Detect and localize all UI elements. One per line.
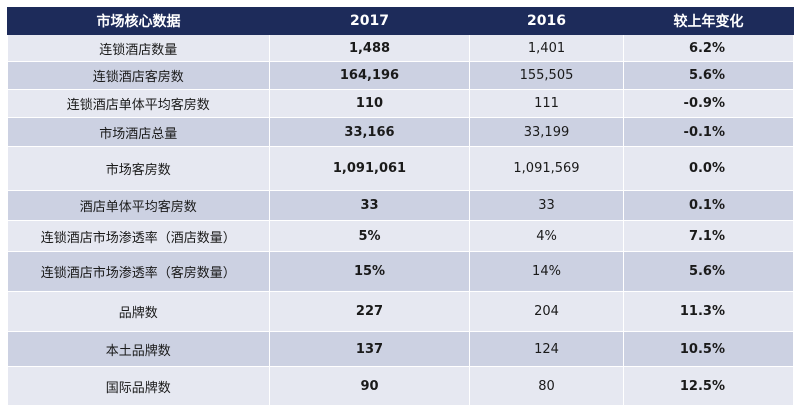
- change-cell: -0.9%: [623, 89, 794, 118]
- table-row: 连锁酒店单体平均客房数 110 111 -0.9%: [7, 89, 794, 118]
- change-cell: 6.2%: [623, 34, 794, 62]
- metric-cell: 市场酒店总量: [7, 117, 270, 147]
- table-row: 品牌数 227 204 11.3%: [7, 291, 794, 332]
- table-body: 连锁酒店数量 1,488 1,401 6.2% 连锁酒店客房数 164,196 …: [7, 34, 794, 406]
- market-core-data-table: 市场核心数据 2017 2016 较上年变化 连锁酒店数量 1,488 1,40…: [7, 7, 794, 406]
- value-2017-cell: 33,166: [269, 117, 470, 147]
- table-row: 连锁酒店客房数 164,196 155,505 5.6%: [7, 61, 794, 90]
- value-2016-cell: 1,401: [469, 34, 624, 62]
- change-cell: 5.6%: [623, 251, 794, 292]
- metric-cell: 连锁酒店市场渗透率（客房数量）: [7, 251, 270, 292]
- header-change: 较上年变化: [623, 7, 794, 35]
- value-2016-cell: 14%: [469, 251, 624, 292]
- table-row: 酒店单体平均客房数 33 33 0.1%: [7, 190, 794, 221]
- table-row: 连锁酒店数量 1,488 1,401 6.2%: [7, 34, 794, 62]
- value-2016-cell: 1,091,569: [469, 146, 624, 191]
- header-metric: 市场核心数据: [7, 7, 270, 35]
- market-data-table-container: 市场核心数据 2017 2016 较上年变化 连锁酒店数量 1,488 1,40…: [7, 7, 794, 406]
- change-cell: 12.5%: [623, 366, 794, 406]
- value-2017-cell: 5%: [269, 220, 470, 252]
- table-row: 市场客房数 1,091,061 1,091,569 0.0%: [7, 146, 794, 191]
- change-cell: 10.5%: [623, 331, 794, 367]
- table-row: 国际品牌数 90 80 12.5%: [7, 366, 794, 406]
- value-2017-cell: 15%: [269, 251, 470, 292]
- value-2016-cell: 33: [469, 190, 624, 221]
- change-cell: 5.6%: [623, 61, 794, 90]
- metric-cell: 连锁酒店客房数: [7, 61, 270, 90]
- header-row: 市场核心数据 2017 2016 较上年变化: [7, 7, 794, 35]
- value-2017-cell: 164,196: [269, 61, 470, 90]
- header-2017: 2017: [269, 7, 470, 35]
- value-2016-cell: 4%: [469, 220, 624, 252]
- table-row: 本土品牌数 137 124 10.5%: [7, 331, 794, 367]
- metric-cell: 市场客房数: [7, 146, 270, 191]
- value-2017-cell: 90: [269, 366, 470, 406]
- metric-cell: 酒店单体平均客房数: [7, 190, 270, 221]
- value-2016-cell: 155,505: [469, 61, 624, 90]
- value-2016-cell: 80: [469, 366, 624, 406]
- value-2017-cell: 1,488: [269, 34, 470, 62]
- metric-cell: 国际品牌数: [7, 366, 270, 406]
- value-2016-cell: 204: [469, 291, 624, 332]
- value-2017-cell: 137: [269, 331, 470, 367]
- table-row: 连锁酒店市场渗透率（酒店数量） 5% 4% 7.1%: [7, 220, 794, 252]
- change-cell: -0.1%: [623, 117, 794, 147]
- value-2017-cell: 1,091,061: [269, 146, 470, 191]
- change-cell: 7.1%: [623, 220, 794, 252]
- change-cell: 0.0%: [623, 146, 794, 191]
- metric-cell: 品牌数: [7, 291, 270, 332]
- metric-cell: 连锁酒店单体平均客房数: [7, 89, 270, 118]
- value-2016-cell: 124: [469, 331, 624, 367]
- table-header: 市场核心数据 2017 2016 较上年变化: [7, 7, 794, 35]
- header-2016: 2016: [469, 7, 624, 35]
- value-2016-cell: 111: [469, 89, 624, 118]
- value-2017-cell: 33: [269, 190, 470, 221]
- change-cell: 0.1%: [623, 190, 794, 221]
- metric-cell: 连锁酒店数量: [7, 34, 270, 62]
- value-2016-cell: 33,199: [469, 117, 624, 147]
- metric-cell: 本土品牌数: [7, 331, 270, 367]
- value-2017-cell: 110: [269, 89, 470, 118]
- value-2017-cell: 227: [269, 291, 470, 332]
- table-row: 市场酒店总量 33,166 33,199 -0.1%: [7, 117, 794, 147]
- change-cell: 11.3%: [623, 291, 794, 332]
- metric-cell: 连锁酒店市场渗透率（酒店数量）: [7, 220, 270, 252]
- table-row: 连锁酒店市场渗透率（客房数量） 15% 14% 5.6%: [7, 251, 794, 292]
